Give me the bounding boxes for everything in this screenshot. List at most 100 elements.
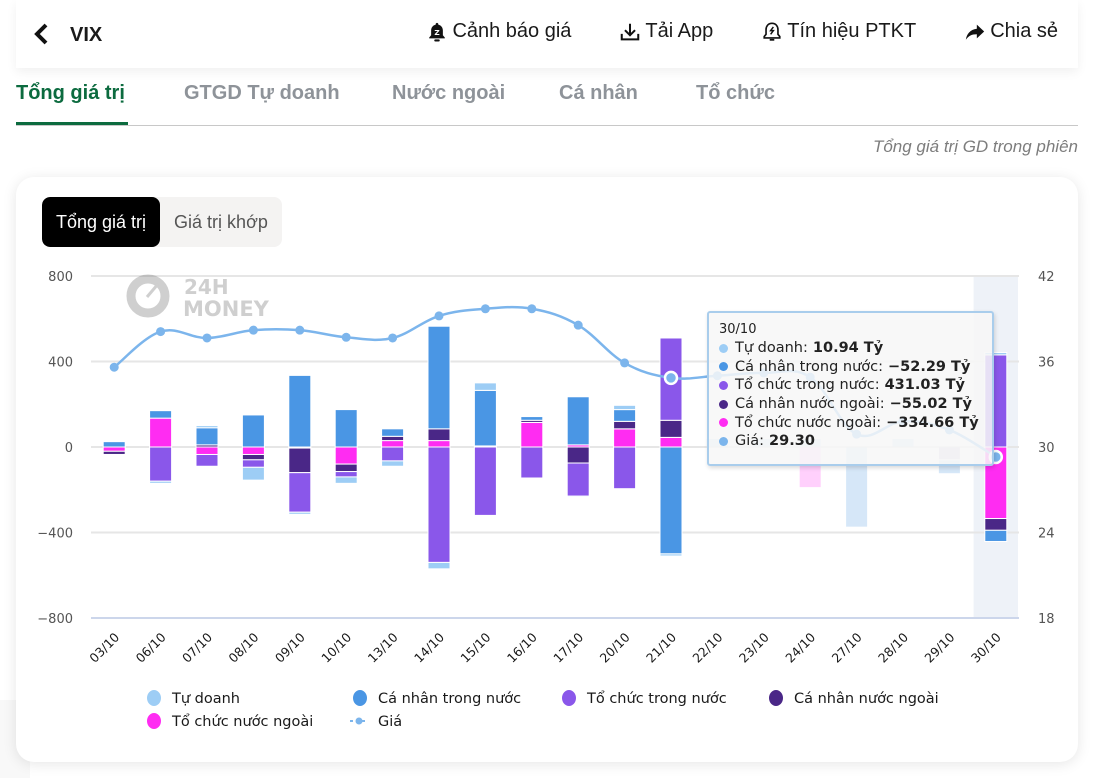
bar-segment-ca-nhan-nuoc-ngoai[interactable] [613,420,637,430]
bar-segment-to-chuc-nuoc-ngoai[interactable] [659,436,683,448]
bar-segment-to-chuc-trong-nuoc[interactable] [288,472,312,513]
bar-segment-tu-doanh[interactable] [288,511,312,515]
bar-segment-to-chuc-nuoc-ngoai[interactable] [427,440,451,448]
bar-segment-tu-doanh[interactable] [473,382,497,391]
legend-item-ca-nhan-trong-nuoc[interactable]: Cá nhân trong nước [353,690,521,707]
price-point[interactable] [202,333,212,343]
bar-segment-to-chuc-trong-nuoc[interactable] [473,446,497,516]
bar-segment-ca-nhan-trong-nuoc[interactable] [659,446,683,555]
bar-segment-ca-nhan-trong-nuoc[interactable] [473,389,497,447]
bar-segment-to-chuc-trong-nuoc[interactable] [520,446,544,479]
bar-segment-to-chuc-trong-nuoc[interactable] [427,446,451,563]
bar-stack-10-10[interactable] [334,409,358,484]
bar-segment-ca-nhan-trong-nuoc[interactable] [102,441,126,448]
bar-segment-ca-nhan-nuoc-ngoai[interactable] [984,518,1008,531]
bar-segment-to-chuc-trong-nuoc[interactable] [195,453,219,467]
bar-segment-ca-nhan-nuoc-ngoai[interactable] [659,419,683,438]
price-point[interactable] [573,320,583,330]
bar-segment-ca-nhan-trong-nuoc[interactable] [288,374,312,448]
bar-segment-to-chuc-nuoc-ngoai[interactable] [102,446,126,452]
bar-segment-ca-nhan-trong-nuoc[interactable] [334,409,358,448]
bar-stack-17-10[interactable] [566,396,590,498]
bar-segment-ca-nhan-nuoc-ngoai[interactable] [566,446,590,464]
bar-segment-ca-nhan-trong-nuoc[interactable] [427,325,451,430]
download-app-button[interactable]: Tải App [619,20,713,43]
price-point[interactable] [341,332,351,342]
price-point[interactable] [527,304,537,314]
bar-segment-tu-doanh[interactable] [149,480,173,484]
bar-segment-to-chuc-nuoc-ngoai[interactable] [520,421,544,448]
price-point[interactable] [620,358,630,368]
bar-stack-14-10[interactable] [427,325,451,570]
technical-signal-button[interactable]: Tín hiệu PTKT [761,20,916,43]
price-point[interactable] [109,362,119,372]
bar-segment-to-chuc-nuoc-ngoai[interactable] [334,446,358,465]
bar-segment-tu-doanh[interactable] [659,553,683,557]
bar-segment-to-chuc-nuoc-ngoai[interactable] [241,446,265,455]
bar-segment-ca-nhan-trong-nuoc[interactable] [149,410,173,419]
bar-stack-15-10[interactable] [473,382,497,516]
toggle-matched-value[interactable]: Giá trị khớp [174,212,268,232]
legend-item-to-chuc-trong-nuoc[interactable]: Tổ chức trong nước [562,690,727,707]
price-point[interactable] [480,304,490,314]
share-button[interactable]: Chia sẻ [964,20,1058,43]
bar-segment-ca-nhan-nuoc-ngoai[interactable] [288,447,312,474]
bar-segment-tu-doanh[interactable] [520,415,544,418]
bar-segment-to-chuc-trong-nuoc[interactable] [381,446,405,462]
bar-segment-ca-nhan-nuoc-ngoai[interactable] [334,463,358,473]
bar-segment-ca-nhan-trong-nuoc[interactable] [566,396,590,446]
bar-stack-08-10[interactable] [241,414,265,481]
bar-stack-07-10[interactable] [195,425,219,467]
bar-segment-tu-doanh[interactable] [566,495,590,498]
tab-foreign[interactable]: Nước ngoài [392,82,506,104]
bar-segment-ca-nhan-trong-nuoc[interactable] [195,427,219,446]
bar-segment-ca-nhan-nuoc-ngoai[interactable] [241,453,265,461]
back-button[interactable] [30,22,54,46]
bar-segment-tu-doanh[interactable] [195,425,219,429]
bar-segment-ca-nhan-trong-nuoc[interactable] [241,414,265,448]
bar-segment-to-chuc-trong-nuoc[interactable] [566,462,590,497]
watermark-arrow [145,283,160,298]
tab-individual[interactable]: Cá nhân [559,82,638,104]
bar-stack-16-10[interactable] [520,415,544,479]
bar-stack-13-10[interactable] [381,428,405,467]
bar-segment-to-chuc-nuoc-ngoai[interactable] [381,440,405,448]
bar-segment-ca-nhan-trong-nuoc[interactable] [613,409,637,422]
bar-stack-03-10[interactable] [102,441,126,457]
price-point[interactable] [248,325,258,335]
bar-segment-tu-doanh[interactable] [334,476,358,484]
bar-segment-ca-nhan-nuoc-ngoai[interactable] [381,435,405,442]
bar-stack-06-10[interactable] [149,410,173,484]
bar-segment-tu-doanh[interactable] [102,454,126,457]
price-point[interactable] [434,311,444,321]
bar-segment-to-chuc-trong-nuoc[interactable] [334,471,358,478]
bar-segment-tu-doanh[interactable] [427,561,451,570]
bar-segment-to-chuc-nuoc-ngoai[interactable] [149,417,173,448]
price-alert-button[interactable]: Z Cảnh báo giá [426,20,571,43]
price-point[interactable] [663,370,679,386]
price-point[interactable] [295,325,305,335]
tab-proprietary[interactable]: GTGD Tự doanh [184,82,340,104]
bar-segment-to-chuc-nuoc-ngoai[interactable] [195,446,219,455]
bar-segment-tu-doanh[interactable] [241,466,265,481]
bar-segment-to-chuc-trong-nuoc[interactable] [149,446,173,482]
price-point[interactable] [388,333,398,343]
bar-segment-ca-nhan-trong-nuoc[interactable] [984,529,1008,542]
bar-segment-tu-doanh[interactable] [381,460,405,467]
bar-segment-tu-doanh[interactable] [613,404,637,411]
bar-stack-20-10[interactable] [613,404,637,490]
bar-segment-to-chuc-trong-nuoc[interactable] [241,459,265,468]
bar-segment-to-chuc-nuoc-ngoai[interactable] [613,428,637,448]
bar-segment-ca-nhan-trong-nuoc[interactable] [381,428,405,437]
legend-item-tu-doanh[interactable]: Tự doanh [147,690,240,707]
legend-item-to-chuc-nuoc-ngoai[interactable]: Tổ chức nước ngoài [147,713,313,730]
bar-segment-ca-nhan-nuoc-ngoai[interactable] [427,428,451,442]
bar-stack-09-10[interactable] [288,374,312,515]
price-point[interactable] [156,327,166,337]
bar-segment-to-chuc-trong-nuoc[interactable] [613,446,637,490]
legend-item-gia[interactable]: Giá [350,714,402,730]
toggle-total-value[interactable]: Tổng giá trị [42,197,161,247]
legend-item-ca-nhan-nuoc-ngoai[interactable]: Cá nhân nước ngoài [769,690,939,707]
tab-institution[interactable]: Tổ chức [696,82,775,104]
tab-total-value[interactable]: Tổng giá trị [16,82,125,104]
